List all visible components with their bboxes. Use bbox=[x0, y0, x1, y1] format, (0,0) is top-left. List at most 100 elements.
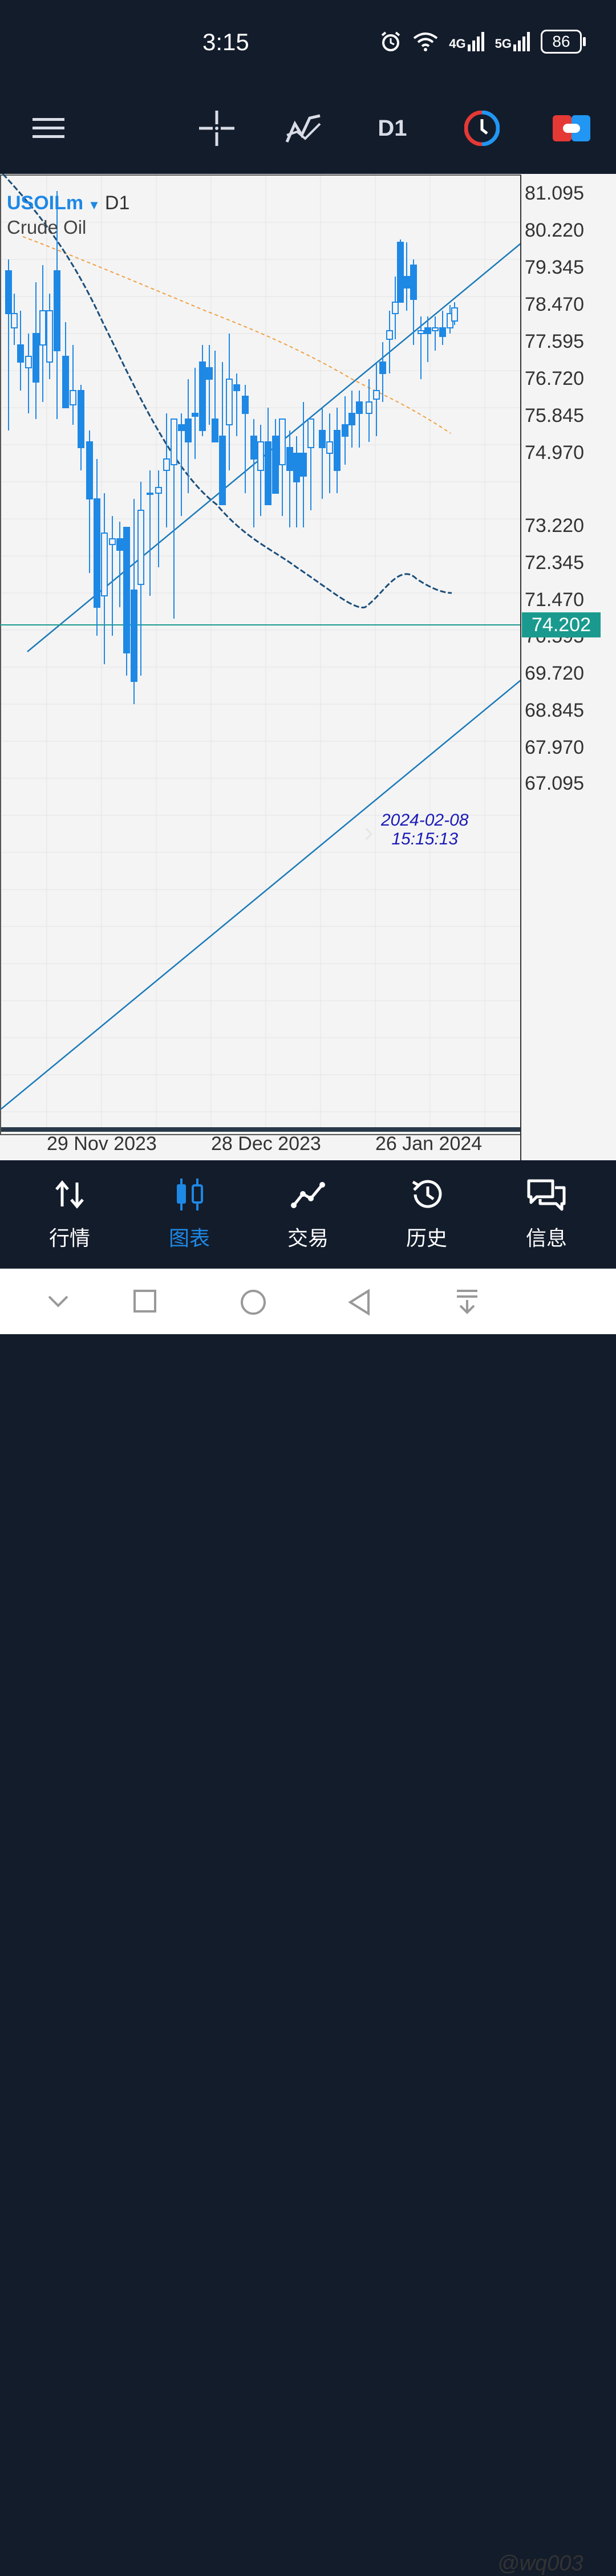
candle-body bbox=[279, 419, 286, 465]
candle-body bbox=[5, 270, 12, 314]
candle-body bbox=[137, 510, 144, 585]
timeframe-label: D1 bbox=[378, 115, 407, 141]
fast-moving-average bbox=[2, 174, 452, 608]
nav-messages[interactable]: 信息 bbox=[489, 1172, 603, 1263]
candle-body bbox=[403, 276, 410, 289]
nav-label: 图表 bbox=[168, 1226, 210, 1250]
symbol-description: Crude Oil bbox=[7, 217, 87, 238]
chevron-right-icon: › bbox=[364, 816, 374, 848]
bottom-navigation: 行情 图表 交易 bbox=[0, 1160, 616, 1269]
timeframe-button[interactable]: D1 bbox=[370, 108, 415, 148]
status-icons: 4G 5G 86 bbox=[379, 30, 586, 54]
recents-icon[interactable] bbox=[132, 1289, 157, 1314]
candle-body bbox=[342, 424, 348, 437]
price-axis-label: 67.970 bbox=[525, 737, 584, 758]
price-axis-label: 76.720 bbox=[525, 368, 584, 389]
candle-body bbox=[212, 419, 218, 442]
candle-body bbox=[242, 396, 249, 414]
clock-icon bbox=[464, 111, 500, 146]
crosshair-icon bbox=[199, 111, 234, 146]
nav-label: 历史 bbox=[406, 1226, 447, 1250]
trade-button[interactable] bbox=[552, 108, 591, 148]
hamburger-icon bbox=[33, 118, 64, 138]
candle-body bbox=[39, 310, 46, 346]
price-axis-label: 69.720 bbox=[525, 663, 584, 684]
candlesticks bbox=[5, 191, 458, 704]
candle-body bbox=[46, 310, 53, 363]
candle-body bbox=[78, 390, 84, 448]
candle-body bbox=[293, 453, 300, 482]
download-icon[interactable] bbox=[455, 1289, 480, 1316]
candle-body bbox=[185, 419, 192, 442]
nav-label: 信息 bbox=[525, 1226, 567, 1250]
symbol-label[interactable]: USOILm ▼ D1 bbox=[7, 192, 129, 214]
server-timestamp: 2024-02-08 15:15:13 bbox=[381, 811, 468, 848]
indicators-button[interactable] bbox=[283, 108, 323, 148]
candle-body bbox=[233, 384, 240, 391]
candle-body bbox=[171, 419, 177, 465]
current-price-tag: 74.202 bbox=[522, 612, 601, 637]
nav-quotes[interactable]: 行情 bbox=[13, 1172, 127, 1263]
candle-body bbox=[300, 453, 307, 477]
candle-body bbox=[373, 390, 380, 400]
price-axis-label: 81.095 bbox=[525, 182, 584, 204]
candle-body bbox=[17, 344, 24, 363]
price-axis-label: 71.470 bbox=[525, 589, 584, 611]
candle-body bbox=[366, 401, 372, 414]
candle-body bbox=[286, 447, 293, 471]
candle-body bbox=[392, 302, 399, 314]
one-click-trading-button[interactable] bbox=[462, 108, 502, 148]
signal-5g: 5G bbox=[495, 32, 530, 51]
crosshair-button[interactable] bbox=[197, 108, 237, 148]
status-bar: 3:15 4G 5G 86 bbox=[0, 0, 616, 86]
candle-body bbox=[439, 327, 446, 337]
nav-chart[interactable]: 图表 bbox=[132, 1172, 246, 1263]
candle-body bbox=[386, 330, 393, 340]
watermark: @wq003 bbox=[497, 2551, 583, 2575]
candle-body bbox=[334, 430, 341, 471]
candle-body bbox=[326, 441, 333, 454]
candle-body bbox=[424, 327, 431, 334]
candle-body bbox=[257, 441, 264, 471]
price-axis-label: 72.345 bbox=[525, 552, 584, 574]
wifi-icon bbox=[414, 32, 438, 51]
candle-body bbox=[163, 458, 170, 471]
candle-body bbox=[418, 330, 424, 334]
candle-body bbox=[319, 430, 326, 448]
price-axis-label: 78.470 bbox=[525, 294, 584, 315]
price-axis-label: 73.220 bbox=[525, 515, 584, 537]
price-axis-label: 74.970 bbox=[525, 442, 584, 464]
candlestick-icon bbox=[177, 1179, 203, 1210]
lower-trendline bbox=[1, 680, 521, 1110]
candle-body bbox=[219, 436, 226, 505]
nav-history[interactable]: 历史 bbox=[370, 1172, 484, 1263]
trade-icon bbox=[553, 115, 590, 141]
chart-canvas[interactable] bbox=[0, 174, 616, 1160]
candle-body bbox=[451, 307, 458, 322]
trade-line-icon bbox=[291, 1182, 325, 1208]
candle-body bbox=[70, 390, 76, 405]
chart-toolbar: D1 bbox=[0, 86, 616, 174]
candle-body bbox=[116, 538, 123, 551]
candle-body bbox=[123, 527, 130, 653]
nav-label: 行情 bbox=[48, 1226, 90, 1250]
candle-body bbox=[432, 327, 439, 331]
back-icon[interactable] bbox=[347, 1289, 372, 1316]
network-4g-label: 4G bbox=[449, 36, 466, 51]
home-icon[interactable] bbox=[240, 1289, 267, 1316]
menu-button[interactable] bbox=[29, 108, 68, 148]
candle-body bbox=[356, 401, 363, 414]
candle-body bbox=[410, 265, 417, 300]
candle-body bbox=[86, 441, 93, 499]
swap-arrows-icon bbox=[55, 1180, 84, 1209]
candle-body bbox=[348, 413, 355, 425]
nav-trade[interactable]: 交易 bbox=[251, 1172, 365, 1263]
collapse-icon[interactable] bbox=[46, 1289, 71, 1314]
price-axis-label: 68.845 bbox=[525, 700, 584, 721]
system-navigation-bar: @wq003 bbox=[0, 1269, 616, 2575]
price-axis-label: 75.845 bbox=[525, 405, 584, 426]
battery-indicator: 86 bbox=[541, 30, 586, 54]
candle-body bbox=[206, 367, 213, 380]
price-chart[interactable]: USOILm ▼ D1 Crude Oil 81.095 80.220 79.345 78… bbox=[0, 174, 616, 1160]
history-icon bbox=[412, 1180, 442, 1208]
